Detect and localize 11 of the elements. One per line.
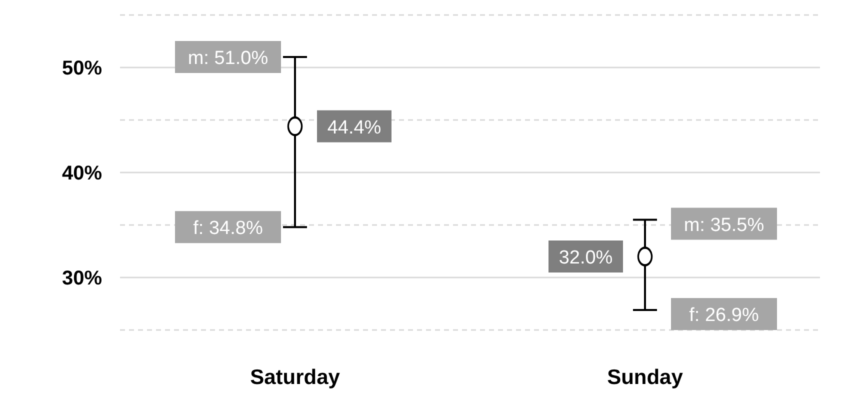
- annotation: f: 34.8%: [193, 218, 263, 240]
- data-label: 32.0%: [558, 248, 613, 268]
- annotation: m: 35.5%: [684, 214, 764, 236]
- x-tick-label: Saturday: [250, 366, 340, 389]
- annotation: m: 51.0%: [188, 48, 268, 69]
- y-tick-label: 30%: [62, 268, 102, 290]
- data-label: 44.4%: [327, 117, 382, 138]
- x-tick-label: Sunday: [607, 366, 684, 389]
- y-tick-label: 50%: [62, 58, 102, 80]
- y-tick-label: 40%: [62, 162, 102, 184]
- annotation: f: 26.9%: [689, 305, 759, 326]
